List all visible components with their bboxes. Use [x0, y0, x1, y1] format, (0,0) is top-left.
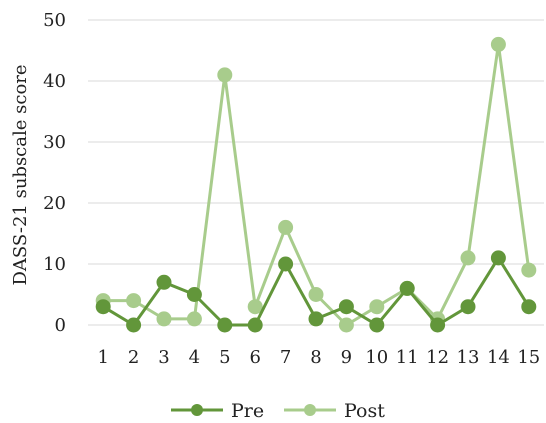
- data-point-pre: [430, 317, 446, 333]
- data-point-post: [308, 287, 324, 302]
- data-point-post: [369, 299, 385, 315]
- x-tick-label: 11: [396, 347, 419, 368]
- legend-item-post: Post: [284, 400, 385, 422]
- legend: Pre Post: [171, 400, 385, 422]
- x-tick-label: 4: [189, 347, 200, 368]
- x-tick-label: 2: [128, 347, 139, 368]
- x-tick-label: 5: [219, 347, 230, 368]
- data-point-pre: [369, 317, 385, 333]
- y-tick-label: 0: [55, 315, 66, 336]
- data-point-post: [460, 250, 476, 266]
- data-point-pre: [126, 317, 142, 333]
- legend-label: Pre: [231, 400, 264, 422]
- series-layer: [95, 36, 537, 333]
- y-axis-title: DASS-21 subscale score: [10, 64, 31, 285]
- x-tick-label: 8: [310, 347, 321, 368]
- y-tick-label: 30: [43, 132, 66, 153]
- data-point-pre: [247, 317, 263, 333]
- data-point-pre: [490, 250, 506, 266]
- x-tick-label: 3: [158, 347, 169, 368]
- data-point-post: [490, 36, 506, 52]
- x-tick-label: 13: [457, 347, 480, 368]
- series-pre: [95, 250, 537, 333]
- legend-marker: [304, 404, 316, 416]
- data-point-post: [278, 219, 294, 235]
- data-point-pre: [186, 287, 202, 302]
- data-point-pre: [308, 311, 324, 327]
- legend-item-pre: Pre: [171, 400, 264, 422]
- data-point-pre: [460, 299, 476, 315]
- y-tick-label: 40: [43, 71, 66, 92]
- data-point-post: [247, 299, 263, 315]
- data-point-post: [156, 311, 172, 327]
- data-point-pre: [278, 256, 294, 272]
- x-axis-ticks: 1 2 3 4 5 6 7 8 9 10 11 12 13 14 15: [97, 347, 540, 368]
- data-point-pre: [521, 299, 537, 315]
- data-point-pre: [217, 317, 233, 333]
- y-axis-ticks: 0 10 20 30 40 50: [43, 10, 66, 336]
- gridlines: [88, 19, 544, 326]
- data-point-post: [521, 262, 537, 278]
- data-point-pre: [338, 299, 354, 315]
- x-tick-label: 15: [517, 347, 540, 368]
- y-tick-label: 10: [43, 254, 66, 275]
- x-tick-label: 12: [426, 347, 449, 368]
- data-point-pre: [95, 299, 111, 315]
- y-tick-label: 20: [43, 193, 66, 214]
- legend-marker: [191, 404, 203, 416]
- data-point-pre: [399, 280, 415, 296]
- data-point-post: [186, 311, 202, 327]
- x-tick-label: 10: [365, 347, 388, 368]
- y-tick-label: 50: [43, 10, 66, 31]
- data-point-post: [126, 293, 142, 309]
- data-point-post: [217, 67, 233, 83]
- data-point-post: [338, 317, 354, 333]
- data-point-pre: [156, 274, 172, 290]
- x-tick-label: 7: [280, 347, 291, 368]
- x-tick-label: 14: [487, 347, 510, 368]
- x-tick-label: 6: [249, 347, 260, 368]
- legend-label: Post: [344, 400, 385, 422]
- x-tick-label: 9: [341, 347, 352, 368]
- x-tick-label: 1: [97, 347, 108, 368]
